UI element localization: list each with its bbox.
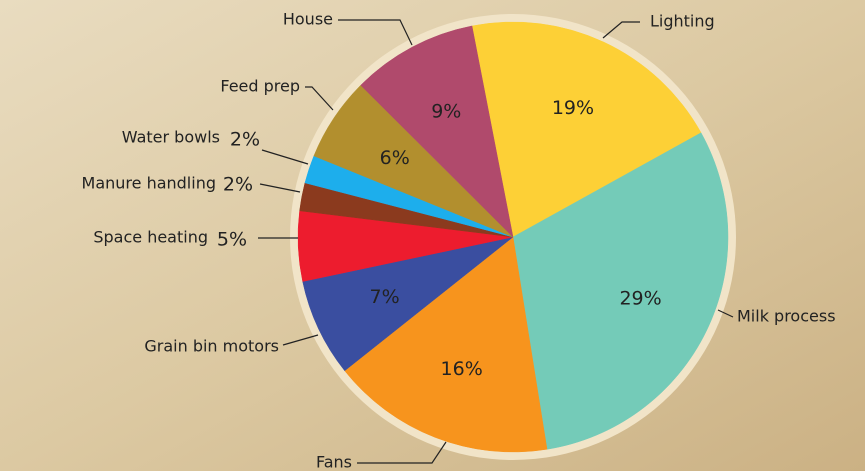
- slice-label: Feed prep: [220, 77, 300, 96]
- value-label: 29%: [619, 288, 661, 310]
- value-label: 19%: [552, 97, 594, 119]
- value-label: 5%: [217, 229, 247, 251]
- value-label: 16%: [441, 358, 483, 380]
- slice-label: Manure handling: [82, 174, 216, 193]
- chart: Lighting 19% Milk process 29% Fans 16% Grain b…: [0, 0, 865, 471]
- value-label: 7%: [370, 286, 400, 308]
- slice-label: Milk process: [737, 307, 836, 326]
- value-label: 9%: [431, 100, 461, 122]
- value-label: 2%: [230, 129, 260, 151]
- slice-label: House: [283, 10, 333, 29]
- value-label: 2%: [223, 174, 253, 196]
- slice-label: Fans: [316, 453, 352, 471]
- slice-label: Space heating: [93, 228, 208, 247]
- slice-label: Grain bin motors: [144, 337, 279, 356]
- value-label: 6%: [380, 147, 410, 169]
- slice-label: Lighting: [650, 12, 715, 31]
- slice-label: Water bowls: [122, 128, 220, 147]
